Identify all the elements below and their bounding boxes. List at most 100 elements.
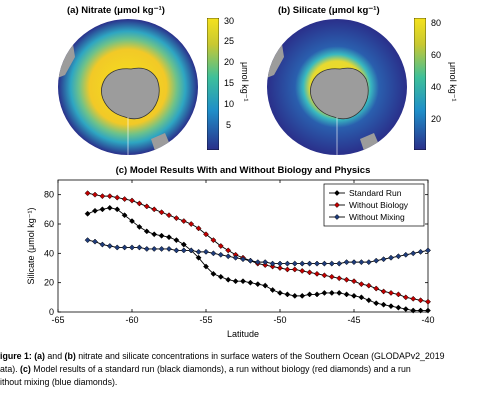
data-point (402, 306, 409, 313)
data-point (173, 237, 180, 244)
data-point (84, 190, 91, 197)
data-point (365, 297, 372, 304)
data-point (321, 272, 328, 279)
caption-line1-rest: nitrate and silicate concentrations in s… (75, 351, 445, 361)
data-point (402, 294, 409, 301)
data-point (143, 228, 150, 235)
data-point (395, 253, 402, 260)
data-point (217, 251, 224, 258)
data-point (158, 232, 165, 239)
data-point (99, 206, 106, 213)
data-point (284, 291, 291, 298)
data-point (114, 206, 121, 213)
data-point (106, 204, 113, 211)
data-point (410, 295, 417, 302)
caption-line3: ithout mixing (blue diamonds). (0, 377, 118, 387)
legend-label: Without Biology (349, 200, 409, 210)
data-point (365, 282, 372, 289)
data-point (365, 259, 372, 266)
caption-line2-rest: Model results of a standard run (black d… (30, 364, 411, 374)
colorbar-b-tick: 20 (431, 114, 442, 124)
data-point (99, 241, 106, 248)
data-point (262, 282, 269, 289)
data-point (195, 254, 202, 261)
data-point (395, 304, 402, 311)
legend-marker (334, 202, 340, 208)
data-point (114, 194, 121, 201)
data-point (210, 250, 217, 257)
data-point (299, 260, 306, 267)
silicate-colorbar (414, 18, 426, 150)
data-point (291, 266, 298, 273)
data-point (240, 278, 246, 285)
colorbar-b-label: μmol kg⁻¹ (448, 62, 458, 102)
silicate-latitude-chart: (c) Model Results With and Without Biolo… (26, 165, 435, 339)
x-tick-label: -40 (421, 315, 434, 325)
data-point (314, 291, 320, 298)
nitrate-colorbar (207, 18, 219, 150)
data-point (240, 256, 246, 263)
data-point (232, 254, 239, 261)
data-point (351, 259, 357, 266)
caption-line1-mid: and (44, 351, 65, 361)
colorbar-a-tick: 30 (224, 16, 235, 26)
caption-line1-bold2: (b) (64, 351, 76, 361)
data-point (121, 196, 128, 203)
data-point (336, 260, 343, 267)
data-point (306, 260, 313, 267)
data-point (247, 257, 254, 264)
data-point (173, 247, 180, 254)
data-point (106, 193, 113, 200)
nitrate-polar-map (58, 19, 198, 155)
data-point (247, 279, 254, 286)
data-point (291, 292, 298, 299)
data-point (210, 237, 217, 244)
data-point (351, 292, 357, 299)
data-point (358, 281, 365, 288)
legend-label: Standard Run (349, 188, 402, 198)
x-tick-label: -60 (125, 315, 138, 325)
data-point (225, 247, 232, 254)
data-point (158, 209, 165, 216)
data-point (299, 267, 306, 274)
data-point (92, 207, 98, 214)
data-point (129, 218, 135, 225)
y-tick-label: 20 (44, 278, 54, 288)
data-point (166, 212, 172, 219)
colorbar-a-tick: 15 (224, 78, 235, 88)
caption-line2-start: ata). (0, 364, 21, 374)
data-point (129, 197, 135, 204)
data-point (106, 243, 113, 249)
data-point (343, 259, 350, 266)
data-point (158, 245, 165, 252)
data-point (188, 247, 195, 254)
data-point (269, 287, 276, 293)
colorbar-a-tick: 10 (224, 99, 235, 109)
data-point (92, 191, 98, 198)
colorbar-a-label: μmol kg⁻¹ (240, 62, 250, 102)
data-point (180, 218, 187, 225)
data-point (321, 289, 328, 296)
data-point (232, 278, 239, 285)
y-tick-label: 60 (44, 219, 54, 229)
data-point (114, 244, 121, 251)
x-tick-label: -65 (51, 315, 64, 325)
data-point (217, 273, 224, 280)
data-point (136, 244, 143, 251)
data-point (395, 291, 402, 298)
data-point (180, 241, 187, 248)
data-point (143, 203, 150, 210)
data-point (358, 259, 365, 266)
data-point (151, 206, 158, 213)
chart-title: (c) Model Results With and Without Biolo… (116, 165, 371, 176)
plot-area (57, 179, 429, 313)
data-point (417, 307, 424, 314)
data-point (388, 303, 394, 310)
data-point (99, 193, 106, 200)
data-point (203, 248, 209, 255)
data-point (129, 244, 135, 251)
data-point (262, 259, 269, 266)
data-point (121, 244, 128, 251)
data-point (373, 285, 380, 292)
data-point (351, 278, 357, 285)
